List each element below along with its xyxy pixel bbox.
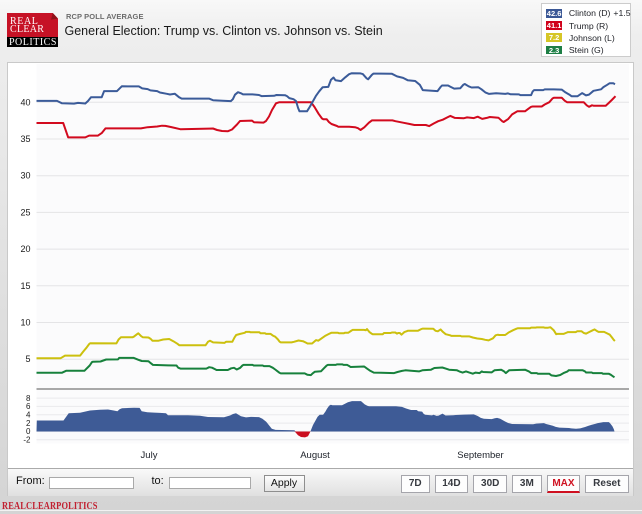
svg-text:15: 15 [20, 281, 30, 291]
svg-text:September: September [457, 450, 503, 461]
svg-text:30: 30 [20, 171, 30, 181]
svg-text:-2: -2 [23, 436, 31, 445]
svg-text:10: 10 [20, 318, 30, 328]
svg-text:5: 5 [25, 354, 30, 364]
svg-text:25: 25 [20, 207, 30, 217]
svg-text:4: 4 [26, 411, 31, 420]
svg-text:0: 0 [26, 427, 31, 436]
svg-text:August: August [300, 450, 330, 461]
svg-text:6: 6 [26, 402, 31, 411]
svg-text:35: 35 [20, 134, 30, 144]
svg-text:20: 20 [20, 244, 30, 254]
svg-text:8: 8 [26, 394, 31, 403]
svg-text:40: 40 [20, 97, 30, 107]
svg-text:July: July [141, 450, 158, 461]
svg-text:2: 2 [26, 419, 31, 428]
